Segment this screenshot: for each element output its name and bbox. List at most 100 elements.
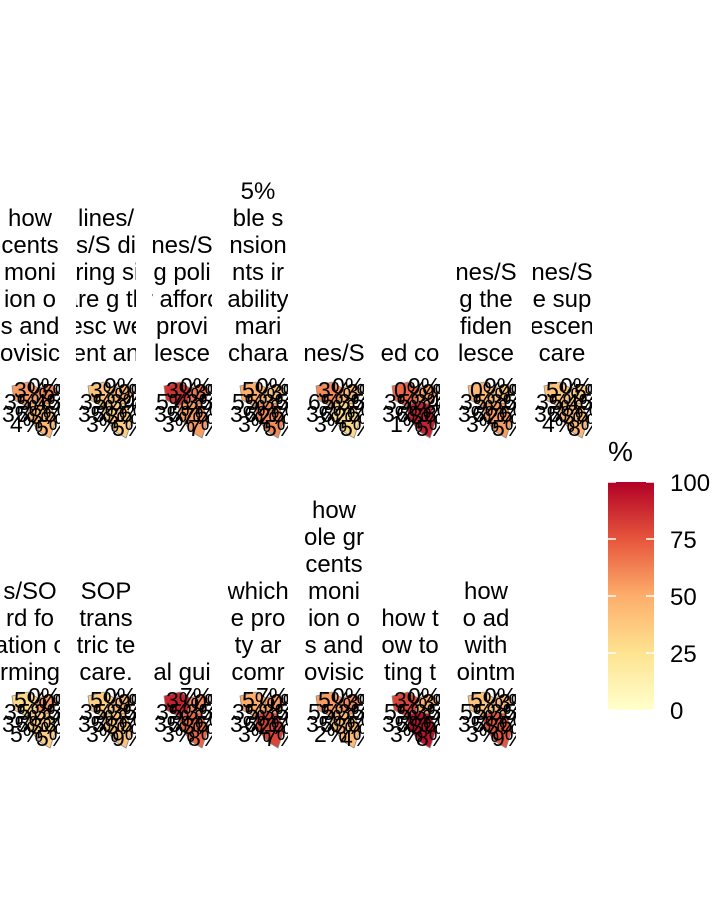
legend-tick-label: 25	[670, 641, 697, 668]
region-value-label: 3%	[306, 711, 339, 737]
panel-title-line: e sup	[533, 286, 592, 313]
region-value-label: 3%	[410, 403, 443, 429]
region-value-label: 5%	[580, 389, 613, 415]
region-value-label: 2%	[314, 721, 347, 747]
panel-title-line: o ad	[463, 605, 510, 632]
map-region	[101, 401, 133, 439]
region-value-label: 5%	[320, 711, 353, 737]
region-value-label: 3%	[14, 377, 47, 403]
region-value-label: 7%	[264, 725, 297, 751]
region-value-label: 5%	[574, 379, 607, 405]
panel-title-line: ointm	[457, 659, 516, 686]
region-value-label: 3%	[194, 379, 227, 405]
region-value-label: 3%	[382, 711, 415, 737]
panel-title-line: s and	[1, 313, 60, 340]
region-value-label: 5%	[492, 415, 525, 441]
region-value-label: 5%	[384, 699, 417, 725]
region-value-label: 3%	[186, 699, 219, 725]
region-value-label: 5%	[120, 401, 153, 427]
region-value-label: 5%	[200, 699, 233, 725]
region-value-label: 3%	[390, 721, 423, 747]
region-value-label: 3%	[186, 389, 219, 415]
region-value-label: 5%	[92, 711, 125, 737]
panel-title-line: s/SO	[3, 578, 56, 605]
region-value-label: 3%	[154, 711, 187, 737]
region-value-label: 3%	[414, 389, 447, 415]
region-value-label: 3%	[458, 711, 491, 737]
region-value-label: 5%	[548, 401, 581, 427]
region-value-label: 3%	[90, 377, 123, 403]
region-value-label: 5%	[272, 401, 305, 427]
region-value-label: 9%	[422, 379, 455, 405]
region-value-label: 3%	[498, 689, 531, 715]
region-value-label: 3%	[346, 379, 379, 405]
region-value-label: 5%	[232, 389, 265, 415]
region-value-label: 3%	[110, 699, 143, 725]
region-value-label: 3%	[490, 389, 523, 415]
region-value-label: 6%	[308, 389, 341, 415]
region-value-label: 5%	[472, 711, 505, 737]
panel-title-line: how	[312, 497, 357, 524]
region-value-label: 3%	[44, 711, 77, 737]
panel-title-line: care.	[79, 659, 132, 686]
panel-title-line: al gui	[153, 659, 210, 686]
map-region	[405, 711, 437, 749]
region-value-label: 9%	[118, 379, 151, 405]
region-value-label: 9%	[118, 689, 151, 715]
region-value-label: 5%	[504, 699, 537, 725]
panel-title-line: ole gr	[304, 524, 364, 551]
region-value-label: 0%	[270, 689, 303, 715]
region-value-label: 3%	[338, 699, 371, 725]
map-panel: nes/Se supescencare5%0%5%3%5%4%5%3%5%3%5…	[532, 259, 613, 441]
panel-title-line: ion o	[308, 605, 360, 632]
panel-title-line: ed co	[381, 340, 440, 367]
region-value-label: 5%	[10, 721, 43, 747]
map-region	[339, 383, 363, 405]
region-value-label: 3%	[414, 699, 447, 725]
region-value-label: 2%	[258, 713, 291, 739]
region-value-label: 3%	[86, 721, 119, 747]
panel-title-line: ow to	[381, 632, 438, 659]
region-value-label: 3%	[4, 699, 37, 725]
region-value-label: 3%	[466, 721, 499, 747]
panel-title-line: fiden	[460, 313, 512, 340]
region-value-label: 3%	[30, 713, 63, 739]
region-value-label: 5%	[168, 401, 201, 427]
region-value-label: 5%	[322, 389, 355, 415]
region-value-label: 3%	[162, 411, 195, 437]
region-value-label: 7%	[180, 683, 213, 709]
region-value-label: 5%	[308, 699, 341, 725]
panel-title-line: lesce	[458, 340, 514, 367]
region-value-label: 8%	[416, 725, 449, 751]
region-value-label: 5%	[18, 389, 51, 415]
region-value-label: 3%	[2, 711, 35, 737]
map-region	[405, 401, 437, 439]
legend-ticks: 0 25 50 75 100	[608, 470, 710, 725]
region-value-label: 4%	[124, 389, 157, 415]
map-region	[263, 693, 287, 715]
region-value-label: 3%	[80, 389, 113, 415]
region-value-label: 5%	[416, 415, 449, 441]
region-value-label: 3%	[230, 401, 263, 427]
region-value-label: 0%	[408, 683, 441, 709]
region-value-label: 5%	[546, 377, 579, 403]
panel-title-line: olesc welc	[51, 313, 162, 340]
region-value-label: 3%	[306, 401, 339, 427]
region-value-label: 5%	[460, 699, 493, 725]
region-value-label: 3%	[466, 411, 499, 437]
region-value-label: 3%	[460, 389, 493, 415]
map-region	[253, 711, 285, 749]
map-region	[263, 383, 287, 405]
map-region	[35, 693, 59, 715]
region-value-label: 0%	[194, 689, 227, 715]
panel-title-line: nsion	[229, 232, 286, 259]
region-value-label: 3%	[458, 401, 491, 427]
region-value-label: 4%	[542, 411, 575, 437]
region-value-label: 5%	[16, 711, 49, 737]
region-value-label: 3%	[318, 377, 351, 403]
